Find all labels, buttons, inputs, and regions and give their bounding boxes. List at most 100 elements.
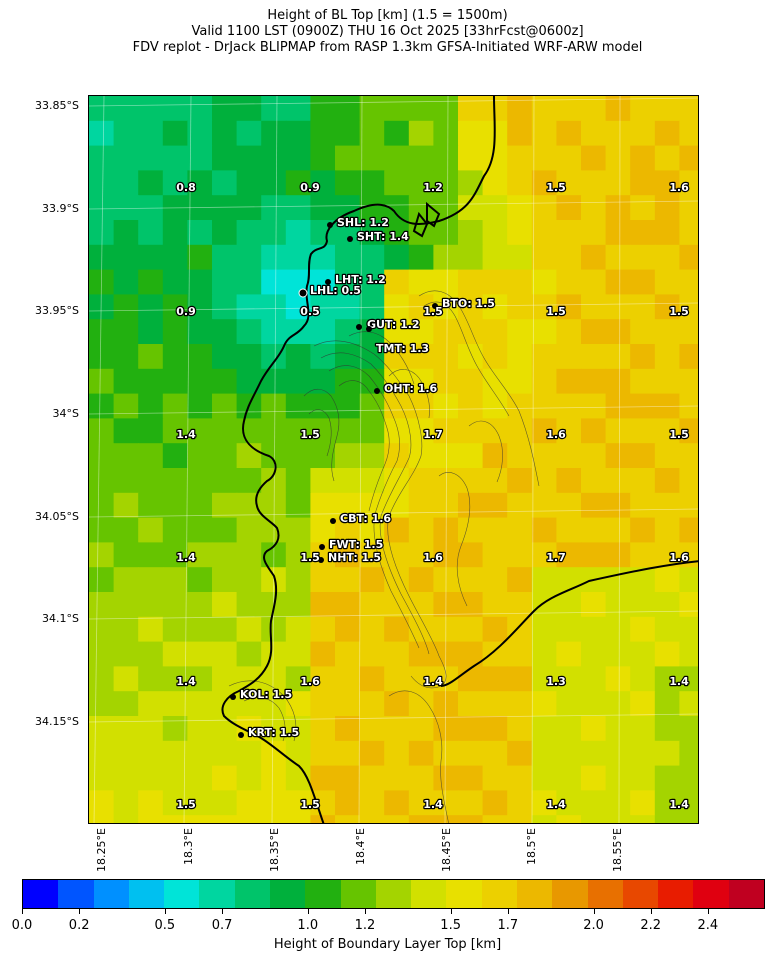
field-cell: [581, 145, 607, 171]
field-cell: [187, 641, 213, 667]
field-cell: [384, 220, 410, 246]
field-cell: [433, 344, 459, 370]
lat-label: 33.9°S: [42, 202, 79, 215]
field-cell: [138, 319, 164, 345]
field-cell: [507, 269, 533, 295]
field-cell: [581, 790, 607, 816]
field-cell: [261, 418, 287, 444]
field-cell: [654, 319, 680, 345]
field-cell: [359, 517, 385, 543]
field-cell: [236, 269, 262, 295]
field-cell: [89, 567, 115, 593]
field-cell: [384, 592, 410, 618]
field-cell: [679, 368, 698, 395]
coastline: [221, 96, 698, 823]
field-cell: [630, 319, 656, 345]
field-cell: [310, 616, 336, 643]
grid-value-label: 0.5: [300, 305, 320, 318]
station-label-bto-outline: BTO: 1.5: [442, 297, 495, 310]
field-cell: [531, 145, 557, 171]
colorbar-tick-label: 0.0: [11, 918, 33, 933]
field-cell: [212, 220, 238, 246]
field-cell: [285, 244, 311, 271]
field-cell: [605, 567, 631, 593]
field-cell: [482, 170, 508, 196]
field-cell: [236, 691, 262, 717]
field-cell: [408, 691, 434, 717]
field-cell: [654, 815, 680, 823]
field-cell: [310, 319, 336, 345]
field-cell: [531, 616, 557, 643]
field-cell: [408, 790, 434, 816]
lon-label: 18.35°E: [268, 828, 281, 872]
field-cell: [335, 269, 361, 295]
field-cell: [89, 443, 115, 469]
lon-label: 18.5°E: [525, 828, 538, 865]
station-label-shl: SHL: 1.2: [337, 216, 389, 229]
field-cell: [408, 492, 434, 519]
field-cell: [581, 517, 607, 543]
field-cell: [335, 120, 361, 147]
field-cell: [359, 443, 385, 469]
field-cell: [212, 716, 238, 742]
field-cell: [285, 716, 311, 742]
grid-value-label: 1.6: [546, 428, 566, 441]
field-cell: [384, 319, 410, 345]
field-cell: [507, 418, 533, 444]
field-cell: [433, 641, 459, 667]
field-cell: [556, 393, 582, 419]
field-cell: [408, 244, 434, 271]
colorbar-tick-label: 1.0: [297, 918, 319, 933]
field-cell: [162, 740, 188, 767]
field-cell: [89, 616, 115, 643]
field-cell: [89, 269, 115, 295]
field-cell: [630, 220, 656, 246]
field-cell: [482, 443, 508, 469]
field-cell: [581, 393, 607, 419]
field-cell: [138, 592, 164, 618]
field-cell: [581, 294, 607, 320]
field-cell: [581, 120, 607, 147]
grid-value-label-outline: 1.3: [546, 675, 566, 688]
field-cell: [458, 443, 484, 469]
field-cell: [408, 319, 434, 345]
field-cell: [581, 815, 607, 823]
field-cell: [261, 790, 287, 816]
field-cell: [433, 616, 459, 643]
field-cell: [531, 641, 557, 667]
field-cell: [89, 170, 115, 196]
field-cell: [89, 468, 115, 494]
field-cell: [285, 815, 311, 823]
field-cell: [113, 567, 139, 593]
field-cell: [433, 492, 459, 519]
field-cell: [212, 96, 238, 122]
field-cell: [605, 641, 631, 667]
field-cell: [531, 716, 557, 742]
field-cell: [261, 716, 287, 742]
field-cell: [384, 269, 410, 295]
station-marker-gut: [356, 324, 362, 330]
field-cell: [507, 592, 533, 618]
field-cell: [113, 468, 139, 494]
field-cell: [531, 195, 557, 221]
field-cell: [630, 96, 656, 122]
field-cell: [261, 145, 287, 171]
station-marker-shl: [327, 222, 333, 228]
field-cell: [113, 641, 139, 667]
grid-value-label-outline: 1.4: [669, 798, 689, 811]
grid-value-label: 1.5: [546, 181, 566, 194]
colorbar-tick-label: 0.2: [68, 918, 90, 933]
field-cell: [507, 815, 533, 823]
field-cell: [605, 244, 631, 271]
field-cell: [113, 220, 139, 246]
field-cell: [89, 393, 115, 419]
field-cell: [482, 393, 508, 419]
field-cell: [556, 244, 582, 271]
field-cell: [630, 542, 656, 568]
field-cell: [187, 468, 213, 494]
field-cell: [654, 368, 680, 395]
field-cell: [679, 691, 698, 717]
field-cell: [285, 220, 311, 246]
field-cell: [408, 170, 434, 196]
field-cell: [408, 145, 434, 171]
